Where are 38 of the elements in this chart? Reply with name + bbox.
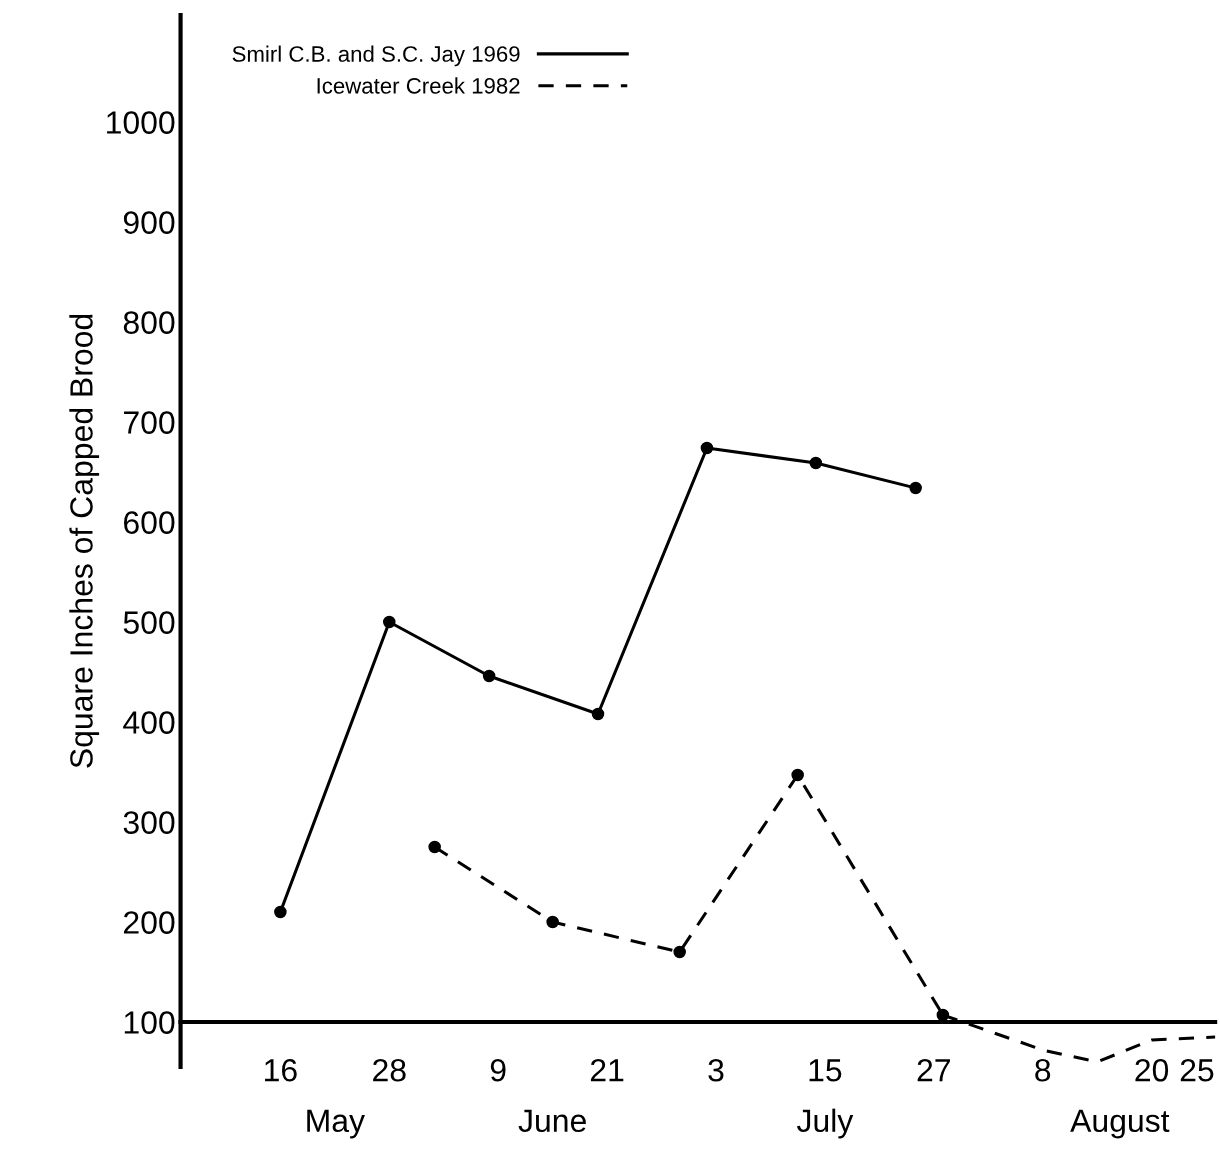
x-tick-label: 16: [265, 1058, 297, 1082]
legend-label: Smirl C.B. and S.C. Jay 1969: [232, 45, 520, 67]
point: [274, 905, 287, 919]
x-tick-label: 21: [590, 1058, 624, 1082]
x-tick-label: 28: [373, 1058, 406, 1082]
y-tick-label: 400: [123, 711, 175, 734]
text: July: [796, 1108, 854, 1139]
point: [591, 707, 605, 721]
y-tick-label: 200: [124, 911, 175, 934]
y-tick-label: 900: [123, 211, 175, 234]
y-tick-label: 500: [123, 611, 175, 634]
point: [909, 481, 922, 495]
y-tick-label: 600: [124, 511, 175, 534]
point: [673, 945, 686, 959]
point: [546, 915, 559, 929]
point: [791, 768, 804, 782]
point: [428, 840, 441, 854]
y-tick-label: 700: [124, 411, 175, 434]
point: [482, 669, 496, 683]
point: [809, 456, 823, 470]
y-axis-title: Square Inches of Capped Brood: [69, 314, 100, 768]
point: [383, 615, 396, 629]
y-tick-label: 300: [123, 811, 175, 834]
y-tick-label: 800: [123, 311, 175, 334]
x-tick-label: 20: [1135, 1058, 1169, 1082]
x-tick-label: 27: [917, 1058, 950, 1082]
x-tick-label: 3: [708, 1058, 724, 1082]
text: May: [307, 1109, 365, 1139]
x-tick-label: 9: [490, 1058, 506, 1082]
y-tick-label: 1000: [107, 111, 175, 134]
text: August: [1070, 1109, 1170, 1139]
y-tick-label: 100: [124, 1011, 175, 1034]
x-tick-label: 15: [809, 1059, 842, 1082]
text: June: [518, 1109, 586, 1133]
x-tick-label: 25: [1180, 1058, 1214, 1082]
legend-label: Icewater Creek 1982: [317, 77, 520, 94]
x-tick-label: 8: [1035, 1058, 1051, 1082]
point: [700, 441, 714, 455]
